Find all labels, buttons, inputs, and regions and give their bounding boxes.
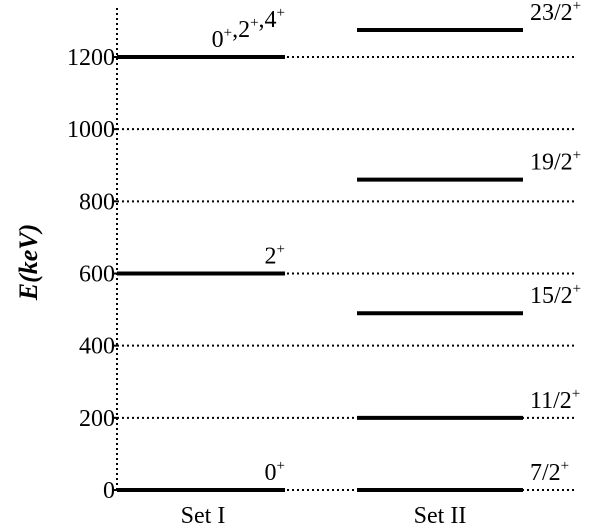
level-label: 7/2+ [530, 458, 569, 486]
level-label: 11/2+ [530, 386, 580, 414]
y-tick-label: 0 [103, 478, 115, 504]
y-tick-label: 1000 [67, 117, 115, 143]
level-label: 2+ [265, 242, 285, 270]
y-tick-label: 600 [79, 262, 115, 288]
y-tick-label: 1200 [67, 45, 115, 71]
y-tick-label: 200 [79, 406, 115, 432]
level-label: 23/2+ [530, 0, 581, 26]
column-label: Set I [181, 503, 226, 529]
y-tick-label: 400 [79, 334, 115, 360]
column-label: Set II [414, 503, 467, 529]
level-label: 19/2+ [530, 148, 581, 176]
column-labels: Set I Set II [181, 503, 467, 529]
level-label: 0+,2+,4+ [212, 5, 285, 53]
y-axis-label: E(keV) [14, 224, 43, 302]
y-tick-labels: 0 200 400 600 800 1000 1200 [67, 45, 115, 504]
y-tick-label: 800 [79, 189, 115, 215]
level-label: 0+ [265, 458, 285, 486]
level-label: 15/2+ [530, 281, 581, 309]
levels: 0+ 2+ 0+,2+,4+ 7/2+ 11/2+ 15/2+ 19/2+ 23/2+ [117, 0, 581, 492]
